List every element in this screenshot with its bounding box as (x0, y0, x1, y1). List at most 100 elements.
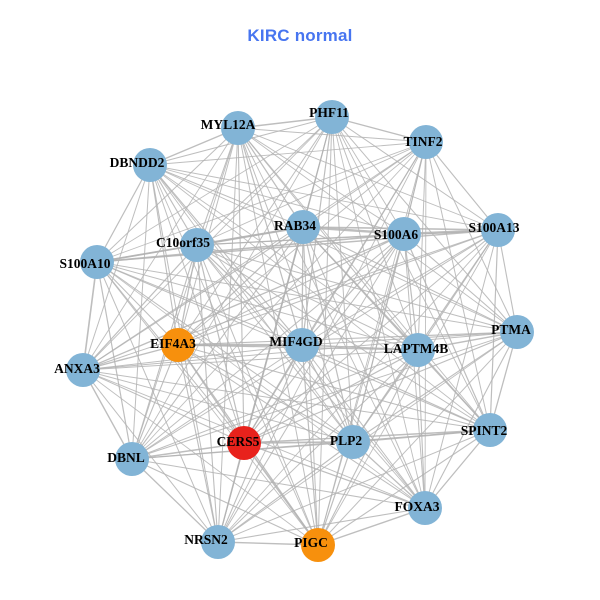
network-edge (237, 127, 319, 546)
network-edge (96, 261, 179, 346)
network-edge (425, 141, 518, 333)
node-label-s100a6: S100A6 (374, 227, 419, 242)
network-node-eif4a3[interactable] (161, 328, 195, 362)
network-edge (196, 244, 303, 346)
network-edge (82, 244, 198, 371)
network-edge (82, 369, 319, 546)
network-node-tinf2[interactable] (409, 125, 443, 159)
network-edge (317, 233, 405, 546)
network-edge (82, 226, 304, 371)
network-edge (196, 244, 426, 509)
network-node-s100a6[interactable] (387, 217, 421, 251)
network-node-s100a13[interactable] (481, 213, 515, 247)
network-edge (131, 331, 518, 460)
network-edge (131, 458, 219, 543)
node-label-s100a13: S100A13 (468, 220, 519, 235)
network-edge (217, 429, 491, 543)
network-edge (243, 441, 354, 444)
network-node-spint2[interactable] (473, 413, 507, 447)
network-edge (96, 261, 303, 346)
network-edge (149, 164, 303, 346)
network-node-foxa3[interactable] (408, 491, 442, 525)
network-edge (149, 164, 245, 444)
network-edge (243, 349, 419, 444)
network-edge (82, 349, 419, 371)
network-edge (317, 229, 499, 546)
network-edge (301, 229, 499, 346)
network-edge (96, 164, 151, 263)
network-edge (237, 127, 354, 443)
node-layer (66, 100, 534, 562)
network-edge (317, 331, 518, 546)
node-label-cers5: CERS5 (217, 434, 260, 449)
network-edge (82, 369, 491, 431)
network-edge (403, 233, 419, 351)
network-node-anxa3[interactable] (66, 353, 100, 387)
network-edge (82, 344, 303, 371)
network-edge (196, 127, 239, 246)
network-edge (424, 331, 518, 509)
network-edge (237, 127, 491, 431)
network-node-s100a10[interactable] (80, 245, 114, 279)
node-label-spint2: SPINT2 (461, 423, 508, 438)
network-edge (331, 116, 499, 231)
network-edge (331, 116, 426, 509)
network-edge (82, 261, 98, 371)
network-node-dbndd2[interactable] (133, 148, 167, 182)
label-layer: MYL12A PHF11 TINF2 DBNDD2 S100A13 S100A6 RAB34… (54, 105, 531, 550)
network-edge (237, 127, 405, 235)
network-edge (196, 244, 219, 543)
network-edge (217, 229, 499, 543)
network-edge (237, 127, 426, 509)
edge-layer (82, 116, 518, 546)
network-edge (196, 244, 518, 333)
node-label-c10orf35: C10orf35 (156, 235, 210, 250)
node-label-eif4a3: EIF4A3 (150, 336, 196, 351)
network-node-phf11[interactable] (315, 100, 349, 134)
network-node-mif4gd[interactable] (285, 328, 319, 362)
network-node-ptma[interactable] (500, 315, 534, 349)
network-edge (177, 344, 426, 509)
network-edge (82, 369, 354, 443)
node-label-phf11: PHF11 (309, 105, 349, 120)
network-edge (96, 261, 219, 543)
network-node-cers5[interactable] (227, 426, 261, 460)
network-node-nrsn2[interactable] (201, 525, 235, 559)
network-edge (196, 141, 427, 246)
network-edge (96, 261, 419, 351)
network-edge (317, 507, 426, 546)
node-label-mif4gd: MIF4GD (269, 334, 322, 349)
node-label-dbnl: DBNL (107, 450, 145, 465)
node-label-dbndd2: DBNDD2 (110, 155, 165, 170)
network-node-pigc[interactable] (301, 528, 335, 562)
network-edge (131, 458, 426, 509)
network-edge (302, 226, 426, 509)
network-edge (237, 127, 427, 143)
node-label-s100a10: S100A10 (59, 256, 110, 271)
network-edge (149, 164, 319, 546)
network-edge (217, 442, 245, 543)
network-edge (131, 344, 179, 460)
network-node-myl12a[interactable] (221, 111, 255, 145)
network-edge (417, 349, 491, 431)
network-edge (131, 164, 151, 460)
network-edge (403, 233, 518, 333)
network-edge (96, 261, 133, 460)
network-node-laptm4b[interactable] (401, 333, 435, 367)
network-edge (82, 229, 499, 371)
network-edge (302, 226, 319, 546)
network-node-rab34[interactable] (286, 210, 320, 244)
network-edge (317, 429, 491, 546)
network-node-c10orf35[interactable] (180, 228, 214, 262)
network-node-dbnl[interactable] (115, 442, 149, 476)
network-edge (243, 229, 499, 444)
network-edge (301, 344, 354, 443)
network-edge (96, 261, 518, 333)
node-label-tinf2: TINF2 (403, 134, 442, 149)
network-edge (217, 507, 426, 543)
network-node-plp2[interactable] (336, 425, 370, 459)
network-edge (243, 442, 426, 509)
network-edge (196, 244, 491, 431)
network-edge (149, 164, 405, 235)
